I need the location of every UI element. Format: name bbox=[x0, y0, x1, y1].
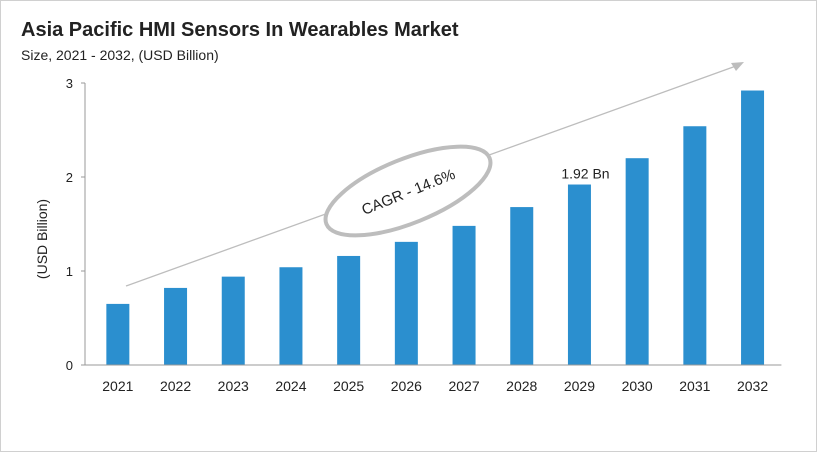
chart-title: Asia Pacific HMI Sensors In Wearables Ma… bbox=[21, 19, 459, 41]
x-tick-label: 2029 bbox=[564, 378, 595, 394]
bar-2025 bbox=[337, 255, 361, 365]
bar-2028 bbox=[510, 207, 534, 365]
bar-2026 bbox=[394, 241, 418, 365]
bar-2021 bbox=[106, 303, 130, 365]
x-tick-label: 2026 bbox=[391, 378, 422, 394]
bar-2023 bbox=[221, 276, 245, 365]
bar-2027 bbox=[452, 225, 476, 365]
bar-2030 bbox=[625, 158, 649, 365]
y-tick-label: 3 bbox=[66, 76, 73, 91]
x-tick-label: 2032 bbox=[737, 378, 768, 394]
value-label: 1.92 Bn bbox=[561, 166, 609, 182]
x-tick-label: 2022 bbox=[160, 378, 191, 394]
x-tick-label: 2024 bbox=[275, 378, 306, 394]
arrow-head-icon bbox=[731, 62, 744, 71]
x-tick-label: 2025 bbox=[333, 378, 364, 394]
chart-subtitle: Size, 2021 - 2032, (USD Billion) bbox=[21, 47, 219, 63]
y-tick-label: 1 bbox=[66, 264, 73, 279]
y-tick-label: 2 bbox=[66, 170, 73, 185]
y-axis-label: (USD Billion) bbox=[34, 199, 50, 279]
bar-2029 bbox=[567, 184, 591, 365]
x-tick-label: 2030 bbox=[622, 378, 653, 394]
bar-2022 bbox=[164, 287, 188, 365]
cagr-ellipse bbox=[323, 144, 493, 238]
y-tick-label: 0 bbox=[66, 358, 73, 373]
x-tick-label: 2023 bbox=[218, 378, 249, 394]
x-tick-label: 2027 bbox=[448, 378, 479, 394]
x-tick-label: 2021 bbox=[102, 378, 133, 394]
bar-2024 bbox=[279, 267, 303, 365]
bar-2031 bbox=[683, 126, 707, 366]
x-tick-label: 2031 bbox=[679, 378, 710, 394]
bar-2032 bbox=[741, 90, 765, 366]
x-tick-label: 2028 bbox=[506, 378, 537, 394]
